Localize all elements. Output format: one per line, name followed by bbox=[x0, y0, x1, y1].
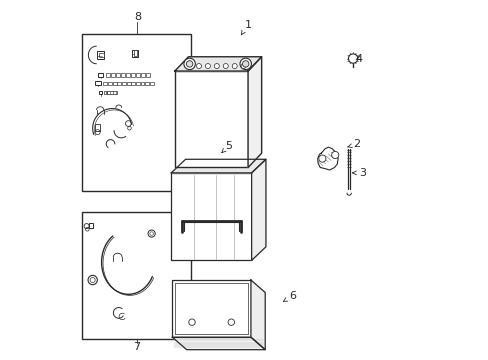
Bar bbox=[121, 73, 125, 77]
Circle shape bbox=[223, 64, 228, 68]
Circle shape bbox=[88, 275, 97, 285]
Circle shape bbox=[241, 64, 245, 68]
Polygon shape bbox=[175, 57, 261, 71]
Bar bbox=[82, 212, 190, 339]
Bar bbox=[95, 81, 101, 85]
Bar bbox=[104, 91, 106, 94]
Bar bbox=[89, 223, 93, 228]
Bar bbox=[98, 73, 103, 77]
Circle shape bbox=[205, 64, 210, 68]
Bar bbox=[106, 91, 117, 94]
Polygon shape bbox=[250, 280, 264, 350]
Bar bbox=[112, 82, 116, 85]
Bar bbox=[145, 73, 150, 77]
Circle shape bbox=[183, 58, 195, 69]
Circle shape bbox=[232, 64, 237, 68]
Circle shape bbox=[242, 61, 248, 67]
Bar bbox=[122, 82, 125, 85]
Bar bbox=[99, 53, 103, 57]
Text: 8: 8 bbox=[134, 13, 141, 22]
Bar bbox=[126, 82, 130, 85]
Text: 2: 2 bbox=[347, 139, 360, 149]
Bar bbox=[149, 82, 153, 85]
Polygon shape bbox=[172, 337, 264, 350]
Bar bbox=[117, 82, 121, 85]
Bar bbox=[106, 73, 110, 77]
Bar bbox=[136, 73, 140, 77]
Circle shape bbox=[331, 152, 338, 158]
Text: 5: 5 bbox=[222, 141, 231, 153]
Circle shape bbox=[318, 155, 325, 162]
Bar bbox=[175, 71, 247, 167]
Circle shape bbox=[214, 64, 219, 68]
Bar bbox=[145, 82, 149, 85]
Bar bbox=[140, 82, 144, 85]
Circle shape bbox=[196, 64, 201, 68]
Text: 1: 1 bbox=[241, 19, 251, 35]
Circle shape bbox=[240, 58, 251, 69]
Text: 7: 7 bbox=[133, 342, 140, 352]
Bar bbox=[103, 82, 107, 85]
Text: 6: 6 bbox=[283, 291, 296, 301]
Bar bbox=[134, 50, 137, 56]
Bar bbox=[131, 82, 135, 85]
Bar bbox=[171, 173, 251, 260]
Bar bbox=[97, 51, 104, 59]
Circle shape bbox=[186, 61, 192, 67]
Text: 4: 4 bbox=[354, 54, 362, 64]
Bar bbox=[125, 73, 130, 77]
Bar bbox=[131, 73, 135, 77]
Bar bbox=[132, 50, 138, 58]
Bar bbox=[82, 33, 190, 191]
Bar bbox=[111, 73, 115, 77]
Bar bbox=[136, 82, 140, 85]
Circle shape bbox=[348, 54, 357, 63]
Bar bbox=[108, 82, 112, 85]
Bar bbox=[99, 91, 102, 94]
Polygon shape bbox=[247, 57, 261, 167]
Polygon shape bbox=[317, 147, 337, 170]
Polygon shape bbox=[171, 159, 265, 173]
Bar bbox=[116, 73, 120, 77]
Polygon shape bbox=[251, 159, 265, 260]
Bar bbox=[172, 280, 250, 337]
Bar bbox=[141, 73, 145, 77]
Text: 3: 3 bbox=[352, 168, 365, 178]
Bar bbox=[95, 124, 100, 131]
